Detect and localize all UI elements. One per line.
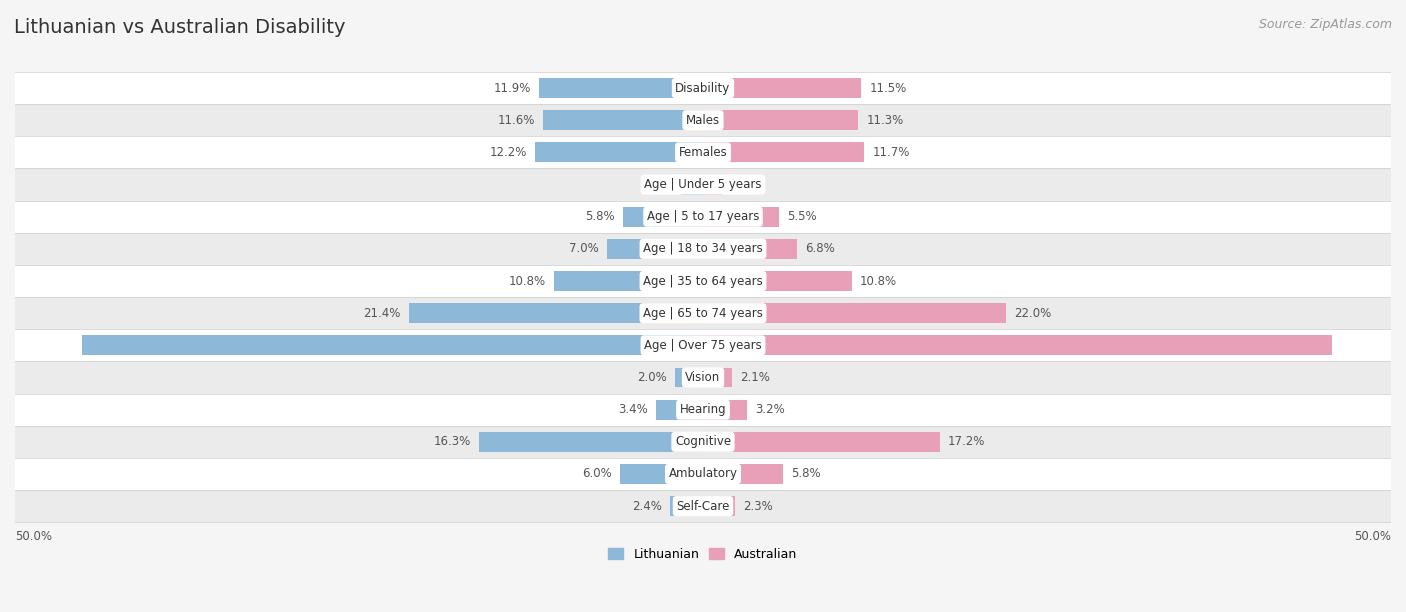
- Text: 10.8%: 10.8%: [860, 275, 897, 288]
- Bar: [540, 78, 703, 98]
- Bar: [554, 271, 703, 291]
- Bar: [620, 464, 703, 484]
- Text: 2.0%: 2.0%: [637, 371, 668, 384]
- Text: 5.5%: 5.5%: [787, 210, 817, 223]
- Bar: [83, 335, 703, 356]
- Text: 45.1%: 45.1%: [22, 339, 59, 352]
- Text: Age | 65 to 74 years: Age | 65 to 74 years: [643, 307, 763, 319]
- Bar: [703, 143, 865, 162]
- Text: Hearing: Hearing: [679, 403, 727, 416]
- Bar: [15, 168, 1391, 201]
- Text: 5.8%: 5.8%: [585, 210, 614, 223]
- Bar: [703, 207, 779, 226]
- Text: Vision: Vision: [685, 371, 721, 384]
- Bar: [543, 110, 703, 130]
- Bar: [703, 400, 747, 420]
- Text: 2.4%: 2.4%: [631, 499, 662, 513]
- Legend: Lithuanian, Australian: Lithuanian, Australian: [603, 543, 803, 566]
- Text: 1.6%: 1.6%: [643, 178, 672, 191]
- Text: 16.3%: 16.3%: [433, 435, 471, 449]
- Bar: [536, 143, 703, 162]
- Text: Age | 18 to 34 years: Age | 18 to 34 years: [643, 242, 763, 255]
- Text: Females: Females: [679, 146, 727, 159]
- Bar: [15, 104, 1391, 136]
- Bar: [15, 265, 1391, 297]
- Bar: [478, 432, 703, 452]
- Bar: [703, 464, 783, 484]
- Bar: [703, 174, 723, 195]
- Bar: [15, 490, 1391, 522]
- Text: 2.3%: 2.3%: [742, 499, 773, 513]
- Bar: [15, 329, 1391, 362]
- Bar: [703, 335, 1331, 356]
- Bar: [675, 368, 703, 387]
- Bar: [409, 303, 703, 323]
- Text: 6.0%: 6.0%: [582, 468, 612, 480]
- Text: Age | 5 to 17 years: Age | 5 to 17 years: [647, 210, 759, 223]
- Bar: [671, 496, 703, 516]
- Text: 5.8%: 5.8%: [792, 468, 821, 480]
- Text: 2.1%: 2.1%: [740, 371, 770, 384]
- Text: Age | Under 5 years: Age | Under 5 years: [644, 178, 762, 191]
- Text: 7.0%: 7.0%: [568, 242, 599, 255]
- Bar: [15, 201, 1391, 233]
- Text: 11.7%: 11.7%: [872, 146, 910, 159]
- Bar: [681, 174, 703, 195]
- Text: 3.2%: 3.2%: [755, 403, 785, 416]
- Bar: [15, 458, 1391, 490]
- Text: 10.8%: 10.8%: [509, 275, 546, 288]
- Bar: [703, 110, 859, 130]
- Text: Cognitive: Cognitive: [675, 435, 731, 449]
- Bar: [703, 368, 733, 387]
- Bar: [15, 426, 1391, 458]
- Bar: [703, 496, 735, 516]
- Bar: [15, 394, 1391, 426]
- Bar: [15, 362, 1391, 394]
- Bar: [15, 233, 1391, 265]
- Text: Ambulatory: Ambulatory: [668, 468, 738, 480]
- Text: 50.0%: 50.0%: [1354, 530, 1391, 543]
- Text: Males: Males: [686, 114, 720, 127]
- Bar: [703, 78, 862, 98]
- Text: 17.2%: 17.2%: [948, 435, 986, 449]
- Text: Age | Over 75 years: Age | Over 75 years: [644, 339, 762, 352]
- Text: 22.0%: 22.0%: [1014, 307, 1052, 319]
- Bar: [606, 239, 703, 259]
- Bar: [703, 432, 939, 452]
- Text: 11.9%: 11.9%: [494, 81, 531, 95]
- Bar: [703, 271, 852, 291]
- Text: 12.2%: 12.2%: [489, 146, 527, 159]
- Text: 50.0%: 50.0%: [15, 530, 52, 543]
- Text: 45.7%: 45.7%: [1347, 339, 1384, 352]
- Bar: [15, 297, 1391, 329]
- Bar: [15, 136, 1391, 168]
- Bar: [15, 72, 1391, 104]
- Text: Age | 35 to 64 years: Age | 35 to 64 years: [643, 275, 763, 288]
- Bar: [623, 207, 703, 226]
- Bar: [657, 400, 703, 420]
- Text: 6.8%: 6.8%: [804, 242, 835, 255]
- Bar: [703, 303, 1005, 323]
- Text: Lithuanian vs Australian Disability: Lithuanian vs Australian Disability: [14, 18, 346, 37]
- Text: Source: ZipAtlas.com: Source: ZipAtlas.com: [1258, 18, 1392, 31]
- Text: 11.3%: 11.3%: [866, 114, 904, 127]
- Text: 3.4%: 3.4%: [619, 403, 648, 416]
- Text: 11.5%: 11.5%: [869, 81, 907, 95]
- Text: 11.6%: 11.6%: [498, 114, 536, 127]
- Text: Self-Care: Self-Care: [676, 499, 730, 513]
- Text: 1.4%: 1.4%: [731, 178, 761, 191]
- Text: Disability: Disability: [675, 81, 731, 95]
- Bar: [703, 239, 797, 259]
- Text: 21.4%: 21.4%: [363, 307, 401, 319]
